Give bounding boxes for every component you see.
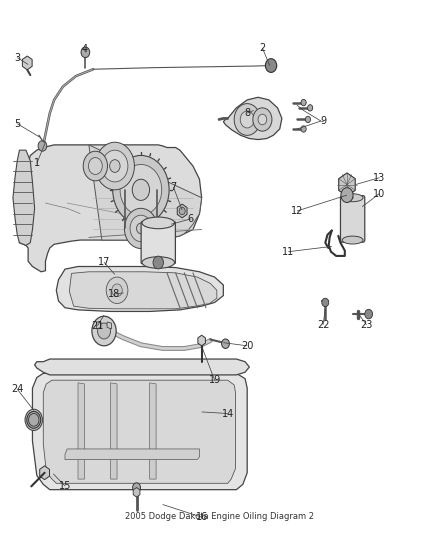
Polygon shape	[198, 335, 205, 346]
Circle shape	[301, 126, 306, 132]
Polygon shape	[177, 204, 187, 218]
Circle shape	[341, 188, 353, 203]
Polygon shape	[78, 383, 85, 479]
Circle shape	[365, 309, 373, 319]
Polygon shape	[22, 56, 32, 70]
Circle shape	[124, 208, 157, 248]
Text: 17: 17	[98, 257, 110, 267]
Ellipse shape	[342, 194, 363, 201]
Polygon shape	[43, 380, 236, 483]
Polygon shape	[110, 383, 117, 479]
Polygon shape	[97, 322, 101, 329]
Circle shape	[130, 215, 152, 241]
Text: 16: 16	[195, 512, 208, 522]
Circle shape	[253, 108, 272, 131]
Polygon shape	[223, 98, 282, 140]
Text: 10: 10	[373, 189, 385, 198]
Text: 24: 24	[11, 384, 24, 394]
Text: 12: 12	[291, 206, 303, 216]
Circle shape	[106, 277, 128, 303]
Polygon shape	[69, 272, 217, 309]
Circle shape	[28, 414, 39, 426]
Ellipse shape	[342, 236, 363, 244]
Circle shape	[38, 141, 47, 151]
Text: 1: 1	[34, 158, 40, 168]
Polygon shape	[35, 359, 249, 375]
Circle shape	[83, 151, 107, 181]
Text: 11: 11	[282, 247, 294, 257]
Text: 13: 13	[373, 173, 385, 183]
Text: 9: 9	[320, 116, 326, 126]
Circle shape	[95, 142, 134, 190]
Text: 7: 7	[170, 182, 177, 192]
Circle shape	[113, 156, 169, 224]
Polygon shape	[65, 449, 199, 459]
Circle shape	[81, 47, 90, 58]
Circle shape	[132, 179, 150, 200]
Circle shape	[301, 99, 306, 106]
Polygon shape	[40, 466, 49, 480]
Circle shape	[25, 409, 42, 431]
Polygon shape	[133, 488, 140, 497]
Polygon shape	[107, 322, 111, 329]
Polygon shape	[89, 145, 201, 240]
Text: 6: 6	[188, 214, 194, 224]
Text: 23: 23	[360, 320, 373, 330]
Circle shape	[133, 483, 141, 492]
Text: 5: 5	[14, 119, 21, 128]
Polygon shape	[30, 415, 38, 425]
Circle shape	[27, 411, 41, 429]
Circle shape	[258, 114, 267, 125]
Circle shape	[240, 111, 254, 128]
Text: 19: 19	[208, 375, 221, 385]
Polygon shape	[32, 373, 247, 490]
Text: 22: 22	[317, 320, 329, 330]
Ellipse shape	[142, 257, 174, 268]
Circle shape	[137, 223, 145, 233]
Circle shape	[234, 103, 260, 135]
Circle shape	[110, 160, 120, 172]
Circle shape	[307, 104, 313, 111]
Text: 20: 20	[241, 341, 254, 351]
Text: 15: 15	[59, 481, 71, 491]
Text: 4: 4	[81, 44, 88, 54]
Circle shape	[98, 323, 110, 339]
Text: 21: 21	[92, 321, 104, 331]
Polygon shape	[339, 173, 355, 196]
Text: 8: 8	[244, 108, 250, 118]
Circle shape	[92, 316, 116, 346]
Text: 18: 18	[108, 289, 120, 299]
Ellipse shape	[142, 217, 174, 229]
FancyBboxPatch shape	[141, 222, 175, 264]
Polygon shape	[150, 383, 156, 479]
Circle shape	[120, 165, 162, 215]
Circle shape	[153, 256, 163, 269]
Circle shape	[102, 150, 128, 182]
Circle shape	[222, 339, 230, 349]
Circle shape	[305, 116, 311, 123]
FancyBboxPatch shape	[340, 196, 365, 242]
Polygon shape	[57, 266, 223, 311]
Polygon shape	[19, 145, 201, 272]
Polygon shape	[13, 150, 35, 245]
Circle shape	[112, 284, 122, 297]
Circle shape	[265, 59, 277, 72]
Text: 2: 2	[259, 43, 265, 53]
Circle shape	[88, 158, 102, 174]
Circle shape	[179, 207, 185, 215]
Circle shape	[322, 298, 329, 306]
Text: 14: 14	[222, 408, 234, 418]
Text: 3: 3	[14, 53, 20, 62]
Text: 2005 Dodge Dakota Engine Oiling Diagram 2: 2005 Dodge Dakota Engine Oiling Diagram …	[124, 512, 314, 521]
